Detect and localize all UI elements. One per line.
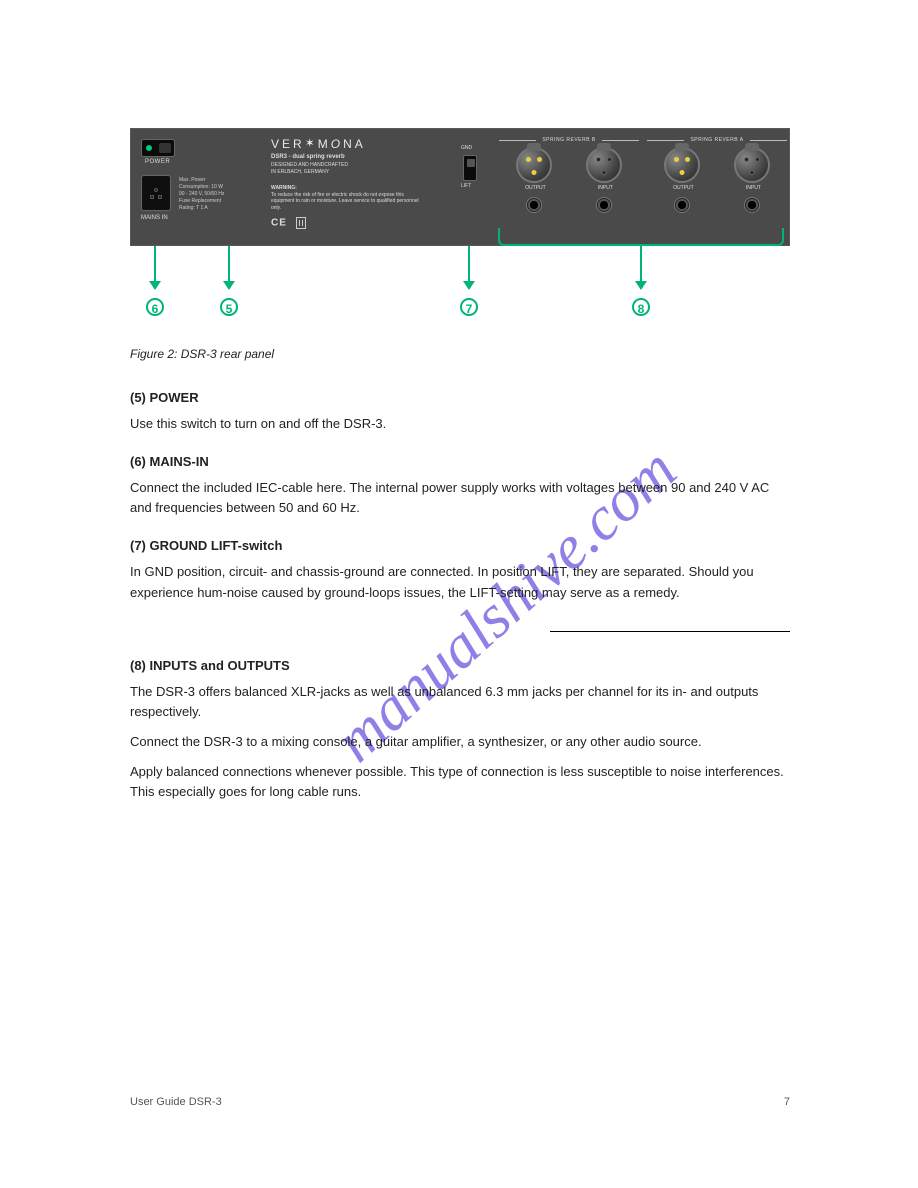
section-5-body: Use this switch to turn on and off the D… (130, 414, 790, 434)
section-8-title: (8) INPUTS and OUTPUTS (130, 656, 790, 676)
section-5-title: (5) POWER (130, 388, 790, 408)
channel-a: SPRING REVERB A OUTPUT INPUT (647, 135, 787, 235)
callout-8-bracket-icon (498, 228, 784, 246)
ce-mark-icon: CE (271, 218, 287, 229)
callout-number-6: 6 (145, 298, 165, 316)
warning-body: To reduce the risk of fire or electric s… (271, 192, 421, 212)
section-8-note: Apply balanced connections whenever poss… (130, 762, 790, 802)
section-7-title: (7) GROUND LIFT-switch (130, 536, 790, 556)
page-footer: User Guide DSR-3 7 (130, 1096, 790, 1108)
input-label-a: INPUT (746, 185, 761, 191)
section-divider (550, 631, 790, 632)
callout-arrow-7-icon (468, 246, 470, 282)
jack-output-b-icon (526, 197, 542, 213)
section-6-title: (6) MAINS-IN (130, 452, 790, 472)
input-label-b: INPUT (598, 185, 613, 191)
gnd-label: GND (461, 145, 472, 151)
document-body: Figure 2: DSR-3 rear panel (5) POWER Use… (130, 345, 790, 813)
power-spec-text: Max. Power Consumption: 10 W 90 - 240 V,… (179, 177, 249, 212)
power-label: POWER (145, 159, 170, 165)
section-8-body-1: The DSR-3 offers balanced XLR-jacks as w… (130, 682, 790, 722)
jack-input-b-icon (596, 197, 612, 213)
jack-output-a-icon (674, 197, 690, 213)
ground-lift-switch-icon (463, 155, 477, 181)
jack-input-a-icon (744, 197, 760, 213)
spec-line: 90 - 240 V, 50/60 Hz (179, 191, 249, 198)
callouts: 6 5 7 8 (130, 246, 790, 316)
section-8-body-2: Connect the DSR-3 to a mixing console, a… (130, 732, 790, 752)
lift-label: LIFT (461, 183, 471, 189)
callout-arrow-8-icon (640, 246, 642, 282)
power-switch (141, 139, 175, 157)
channel-b-title: SPRING REVERB B (540, 137, 597, 143)
star-icon: ✶ (305, 136, 318, 150)
compliance-row: CE (271, 217, 421, 229)
callout-number-7: 7 (459, 298, 479, 316)
channel-b-title-bar: SPRING REVERB B (499, 135, 639, 145)
brand-block: VER✶MONA DSR3 - dual spring reverb DESIG… (271, 137, 421, 229)
origin-1: DESIGNED AND HANDCRAFTED (271, 162, 348, 168)
brand-logo: VER✶MONA (271, 137, 421, 151)
figure-caption: Figure 2: DSR-3 rear panel (130, 345, 790, 364)
xlr-output-b-icon (516, 147, 552, 183)
spec-line: Consumption: 10 W (179, 184, 249, 191)
output-label-b: OUTPUT (525, 185, 546, 191)
mains-label: MAINS IN (141, 215, 168, 221)
xlr-input-b-icon (586, 147, 622, 183)
callout-number-8: 8 (631, 298, 651, 316)
section-6-body: Connect the included IEC-cable here. The… (130, 478, 790, 518)
output-label-a: OUTPUT (673, 185, 694, 191)
footer-left: User Guide DSR-3 (130, 1096, 222, 1108)
origin-line: DESIGNED AND HANDCRAFTED IN ERLBACH, GER… (271, 162, 421, 175)
mains-inlet-icon (141, 175, 171, 211)
origin-2: IN ERLBACH, GERMANY (271, 169, 329, 175)
spec-line: Max. Power (179, 177, 249, 184)
callout-arrow-5-icon (228, 246, 230, 282)
channel-a-title: SPRING REVERB A (688, 137, 745, 143)
weee-trash-icon (296, 217, 306, 229)
xlr-output-a-icon (664, 147, 700, 183)
channel-b: SPRING REVERB B OUTPUT INPUT (499, 135, 639, 235)
warning-block: WARNING: To reduce the risk of fire or e… (271, 185, 421, 211)
xlr-input-a-icon (734, 147, 770, 183)
section-7-body: In GND position, circuit- and chassis-gr… (130, 562, 790, 602)
callout-arrow-6-icon (154, 246, 156, 282)
footer-page-number: 7 (784, 1096, 790, 1108)
callout-number-5: 5 (219, 298, 239, 316)
channel-a-title-bar: SPRING REVERB A (647, 135, 787, 145)
model-line: DSR3 - dual spring reverb (271, 154, 421, 160)
spec-line: Rating: T 1 A (179, 205, 249, 212)
power-rocker-icon (159, 143, 171, 153)
spec-line: Fuse Replacement (179, 198, 249, 205)
power-led-icon (146, 145, 152, 151)
